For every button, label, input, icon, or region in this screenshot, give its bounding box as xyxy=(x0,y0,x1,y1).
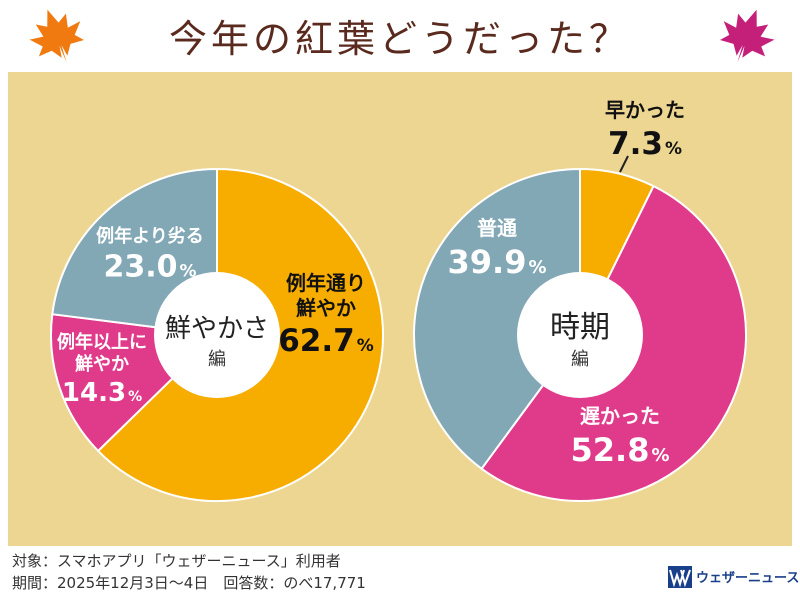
chart-title: 鮮やかさ xyxy=(165,314,269,344)
slice-label: 例年より劣る xyxy=(96,225,204,247)
slice-label: 普通 xyxy=(477,216,517,240)
slice-label: 例年以上に xyxy=(57,331,147,353)
donut-hole xyxy=(154,272,280,398)
pie-slice xyxy=(413,167,581,471)
page-title: 今年の紅葉どうだった？ xyxy=(168,17,631,61)
slice-label: 鮮やか xyxy=(75,353,129,375)
slice-label: 例年通り xyxy=(286,271,366,295)
title-bar: 今年の紅葉どうだった？ xyxy=(0,0,800,72)
slice-value-label: 7.3% xyxy=(608,126,682,162)
chart-subtitle: 編 xyxy=(208,349,226,370)
slice-label: 鮮やか xyxy=(296,296,356,320)
slice-label: 早かった xyxy=(605,98,685,122)
slice-label: 遅かった xyxy=(580,404,660,428)
maple-leaf-icon xyxy=(29,9,84,63)
logo-text: ウェザーニュース xyxy=(696,571,800,586)
maple-leaf-icon xyxy=(720,9,775,63)
weathernews-logo: ウェザーニュース xyxy=(668,566,799,588)
footer-target: 対象：スマホアプリ「ウェザーニュース」利用者 xyxy=(12,552,341,570)
donut-hole xyxy=(517,272,643,398)
chart-subtitle: 編 xyxy=(571,349,589,370)
footer-period: 期間：2025年12月3日〜4日 回答数：のべ17,771 xyxy=(12,574,366,592)
weathernews-logo-icon xyxy=(668,566,692,588)
chart-title: 時期 xyxy=(550,310,610,345)
label-pointer xyxy=(619,155,629,173)
